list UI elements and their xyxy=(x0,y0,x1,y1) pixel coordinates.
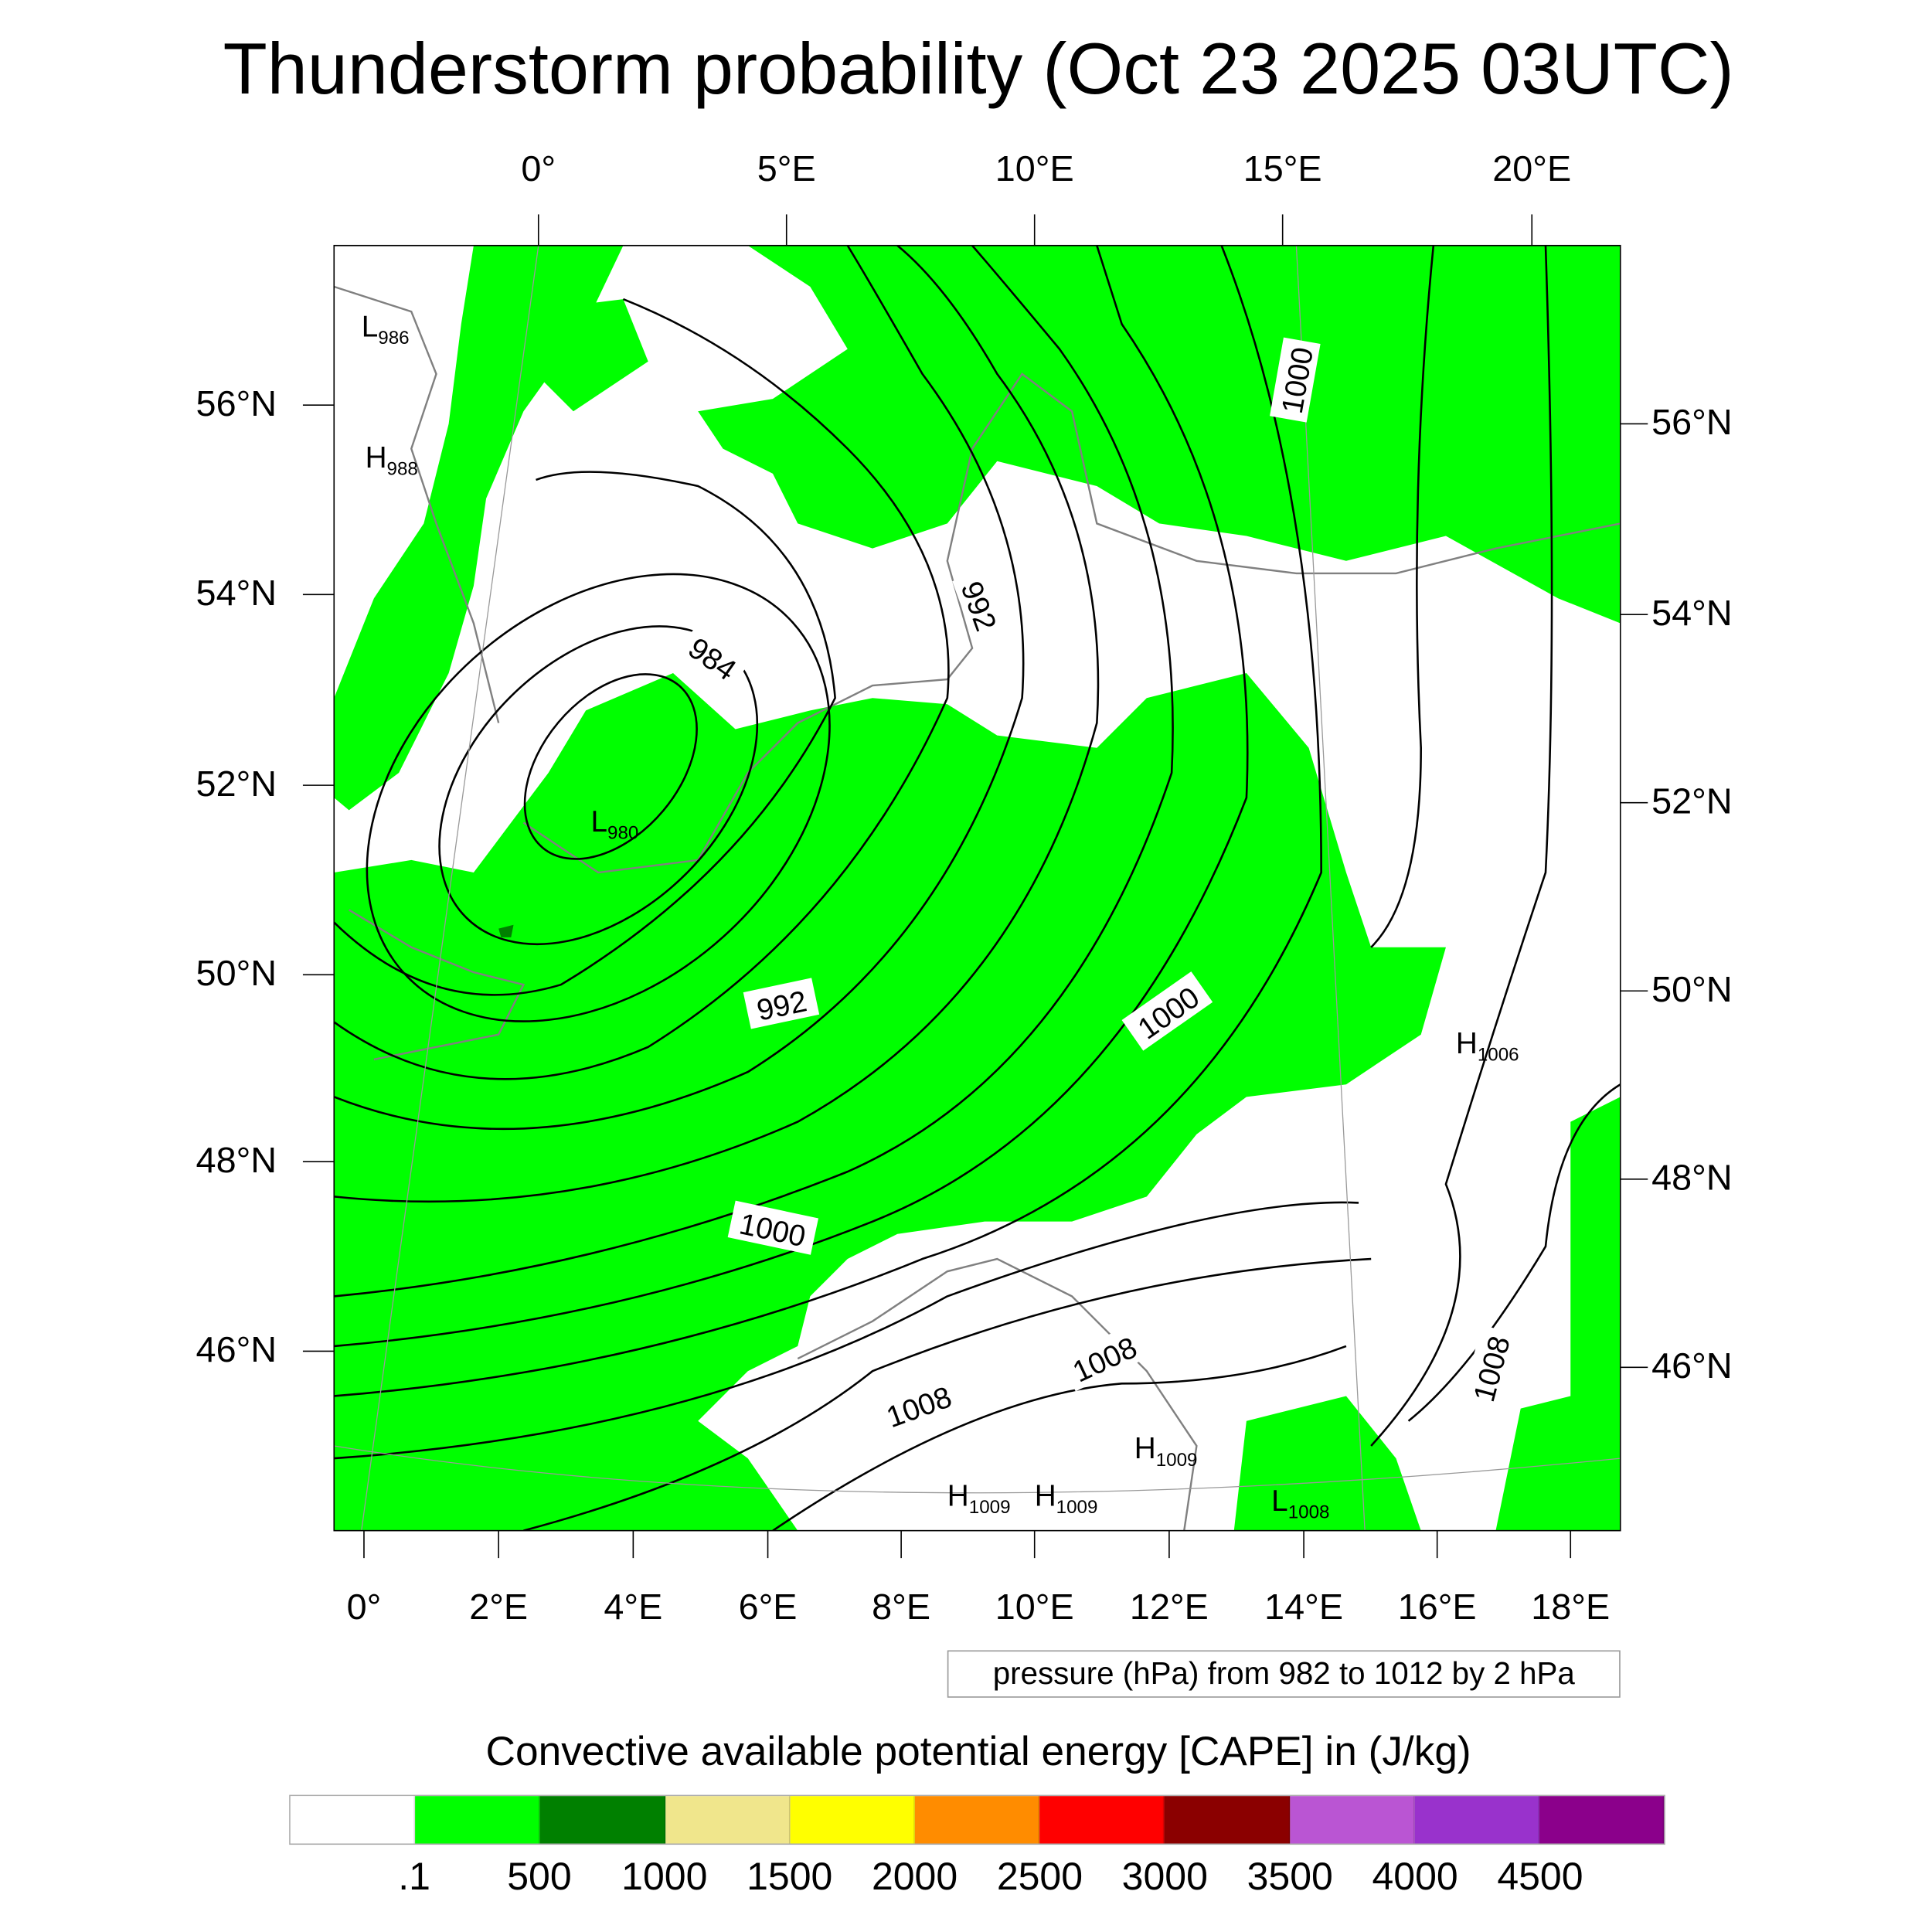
bottom-lon-tick-label: 12°E xyxy=(1129,1587,1209,1628)
colorbar-swatch xyxy=(914,1796,1040,1844)
left-lat-tick-label: 52°N xyxy=(196,764,277,805)
colorbar-label: 500 xyxy=(507,1854,572,1899)
colorbar xyxy=(289,1794,1665,1845)
pressure-center-low: L980 xyxy=(591,805,639,844)
bottom-lon-tick-label: 16°E xyxy=(1397,1587,1477,1628)
colorbar-label: 1000 xyxy=(621,1854,708,1899)
right-lat-tick-label: 56°N xyxy=(1651,403,1733,444)
cape-region-dark xyxy=(498,924,514,937)
colorbar-title: Convective available potential energy [C… xyxy=(485,1727,1471,1774)
left-lat-tick-label: 56°N xyxy=(196,384,277,425)
map-plot: 984 992 992 1000 1000 1000 1008 1008 100… xyxy=(302,214,1648,1559)
bottom-lon-tick-label: 6°E xyxy=(738,1587,798,1628)
top-lon-tick-label: 15°E xyxy=(1243,149,1322,190)
colorbar-swatch xyxy=(665,1796,791,1844)
cape-region-northcentral xyxy=(698,245,1621,624)
cape-region-south xyxy=(1233,1396,1421,1531)
colorbar-label: 3000 xyxy=(1121,1854,1208,1899)
colorbar-swatch xyxy=(290,1796,416,1844)
bottom-lon-tick-label: 2°E xyxy=(469,1587,529,1628)
chart-title: Thunderstorm probability (Oct 23 2025 03… xyxy=(223,29,1734,110)
pressure-centers: L986 H988 L980 H1006 H1009 H1009 H1009 L1008 xyxy=(362,310,1519,1522)
colorbar-swatch xyxy=(539,1796,665,1844)
cape-region-blob xyxy=(523,299,648,412)
colorbar-label: .1 xyxy=(398,1854,430,1899)
bottom-lon-tick-label: 8°E xyxy=(872,1587,931,1628)
colorbar-label: 2500 xyxy=(996,1854,1083,1899)
colorbar-swatch xyxy=(1289,1796,1415,1844)
pressure-center-high: H1009 xyxy=(1035,1479,1098,1518)
colorbar-swatch xyxy=(1164,1796,1290,1844)
bottom-lon-tick-label: 0° xyxy=(346,1587,382,1628)
colorbar-swatch xyxy=(790,1796,915,1844)
axis-ticks xyxy=(302,214,1648,1559)
right-lat-tick-label: 46°N xyxy=(1651,1346,1733,1387)
right-lat-tick-label: 52°N xyxy=(1651,782,1733,822)
bottom-lon-tick-label: 10°E xyxy=(995,1587,1074,1628)
top-lon-tick-label: 20°E xyxy=(1492,149,1572,190)
colorbar-label: 1500 xyxy=(747,1854,833,1899)
contour-info-box: pressure (hPa) from 982 to 1012 by 2 hPa xyxy=(947,1650,1621,1698)
left-lat-tick-label: 46°N xyxy=(196,1330,277,1371)
colorbar-label: 2000 xyxy=(871,1854,958,1899)
top-lon-tick-label: 0° xyxy=(521,149,556,190)
right-lat-tick-label: 48°N xyxy=(1651,1158,1733,1199)
left-lat-tick-label: 48°N xyxy=(196,1141,277,1182)
right-lat-tick-label: 50°N xyxy=(1651,970,1733,1011)
cape-region-southwest xyxy=(334,672,1446,1531)
right-lat-tick-label: 54°N xyxy=(1651,594,1733,634)
bottom-lon-tick-label: 14°E xyxy=(1264,1587,1344,1628)
isobars xyxy=(334,245,1621,1531)
bottom-lon-tick-label: 4°E xyxy=(604,1587,663,1628)
pressure-center-high: H1009 xyxy=(947,1479,1011,1518)
pressure-center-high: H988 xyxy=(366,441,418,480)
colorbar-label: 4500 xyxy=(1497,1854,1583,1899)
pressure-center-high: H1009 xyxy=(1134,1432,1198,1471)
cape-region-east xyxy=(1495,1097,1621,1531)
coastlines xyxy=(334,285,1621,1531)
pressure-center-high: H1006 xyxy=(1456,1027,1519,1066)
pressure-center-low: L986 xyxy=(362,310,410,349)
top-lon-tick-label: 5°E xyxy=(757,149,816,190)
bottom-lon-tick-label: 18°E xyxy=(1531,1587,1611,1628)
colorbar-label: 4000 xyxy=(1372,1854,1458,1899)
left-lat-tick-label: 50°N xyxy=(196,954,277,995)
cape-region-north xyxy=(334,245,624,811)
colorbar-swatch xyxy=(1539,1796,1665,1844)
cape-field xyxy=(334,245,1621,1531)
top-lon-tick-label: 10°E xyxy=(995,149,1074,190)
colorbar-label: 3500 xyxy=(1247,1854,1333,1899)
colorbar-swatch xyxy=(1039,1796,1165,1844)
colorbar-swatch xyxy=(1414,1796,1539,1844)
graticule xyxy=(334,245,1621,1531)
map-frame xyxy=(333,244,1621,1532)
left-lat-tick-label: 54°N xyxy=(196,573,277,614)
pressure-center-low: L1008 xyxy=(1271,1485,1329,1523)
colorbar-swatch xyxy=(415,1796,540,1844)
